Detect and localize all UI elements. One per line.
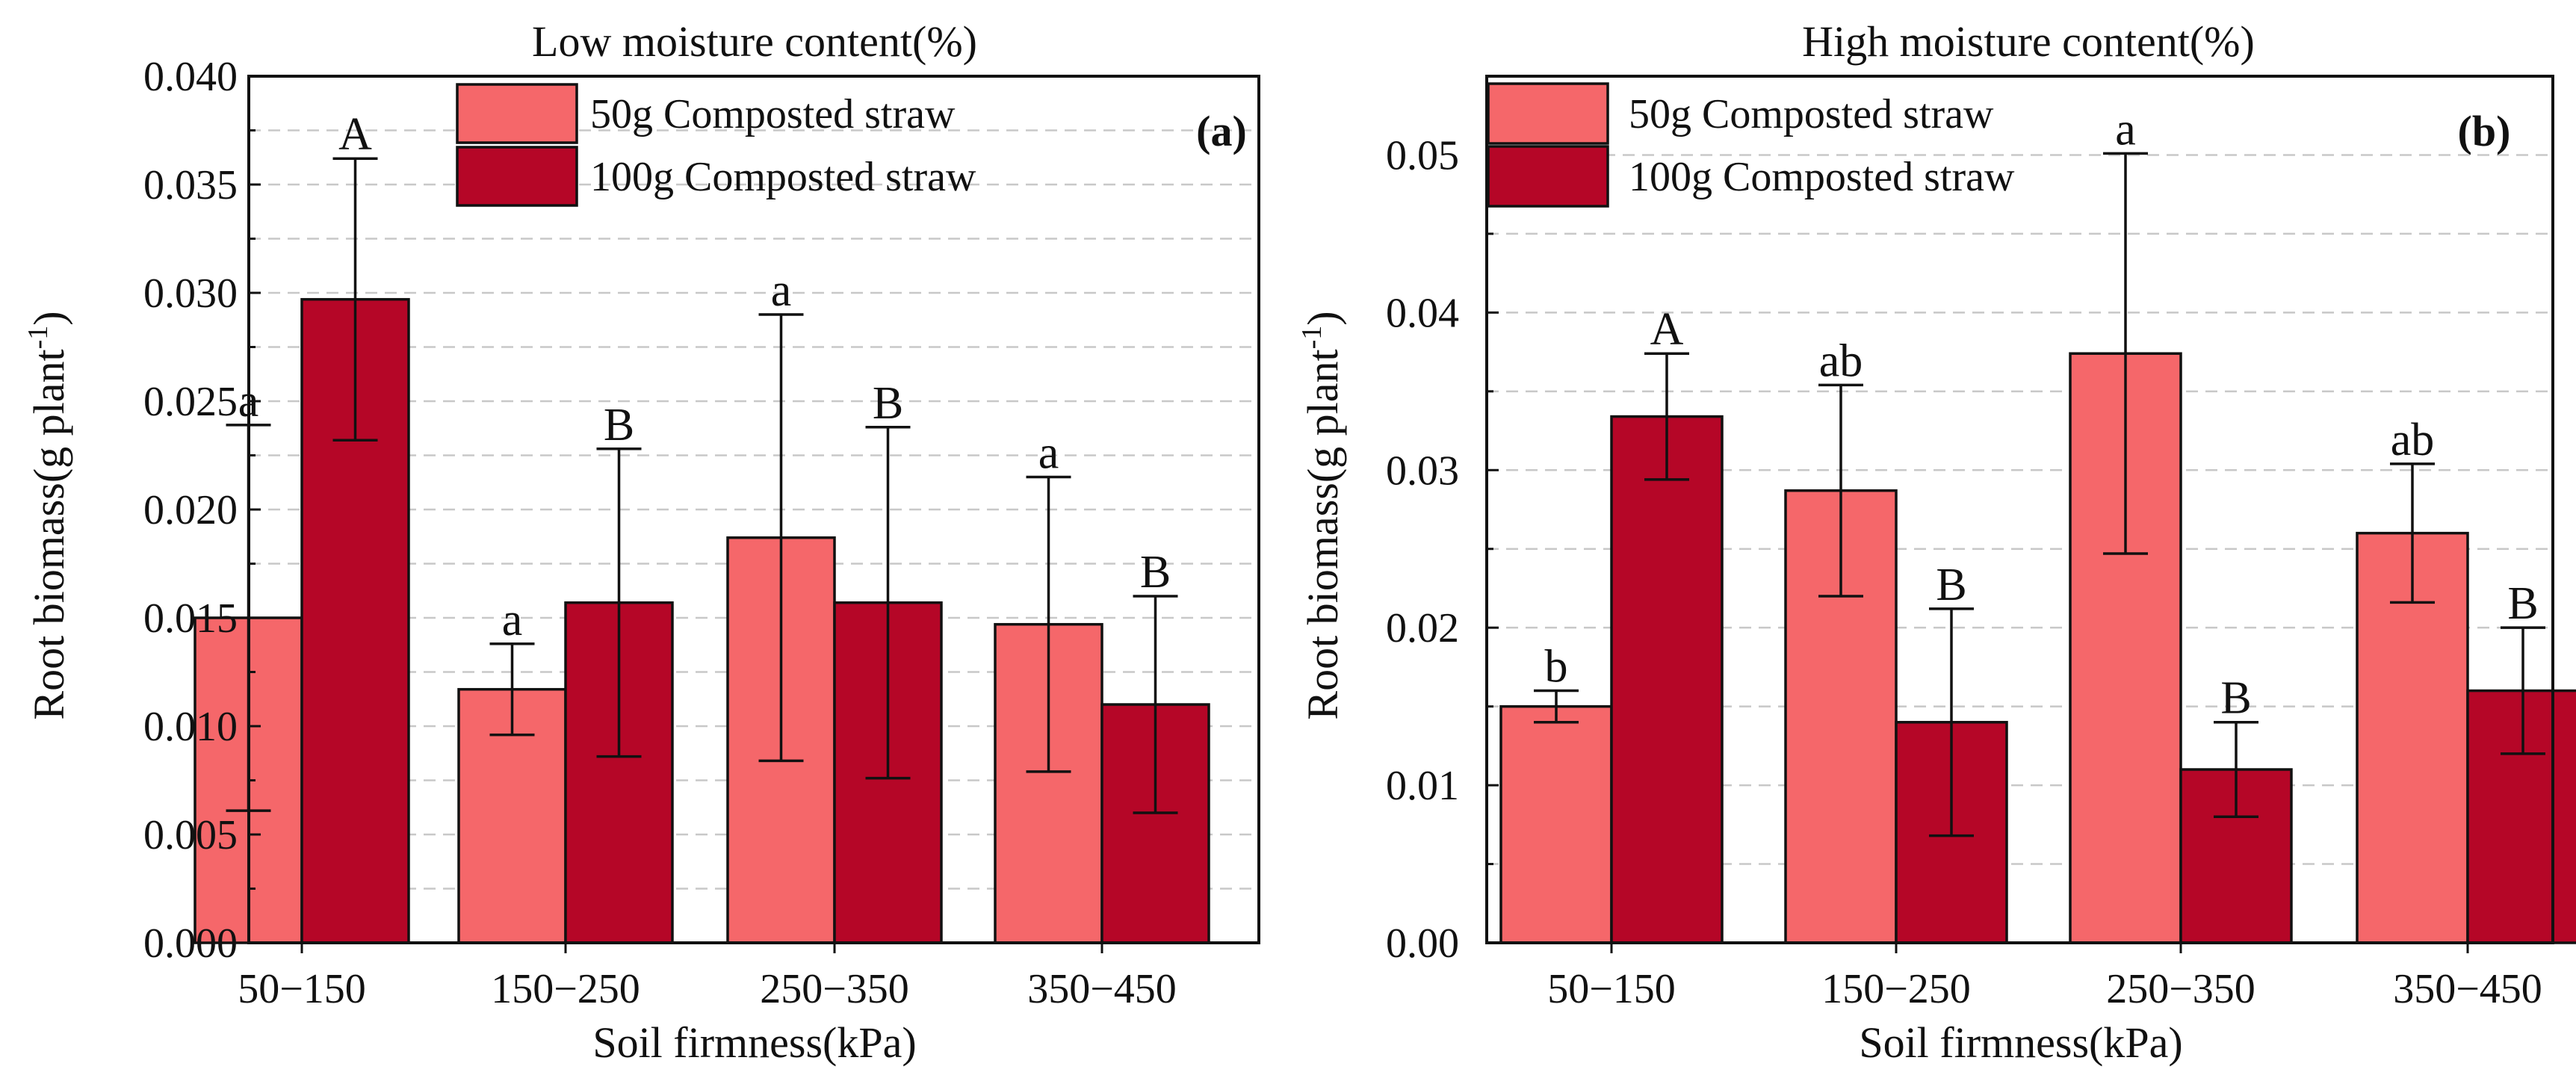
x-tick-label: 50−150 (238, 966, 366, 1012)
legend-label-50g: 50g Composted straw (1629, 91, 1994, 137)
x-tick-label: 150−250 (1821, 966, 1971, 1012)
y-tick-label: 0.005 (143, 812, 238, 858)
y-axis-label-main: Root biomass(g plant (25, 349, 73, 719)
panel-b-high-moisture: b ab a ab A B B B 0.00 0.01 0.02 0.03 0.04 0.05 50−150… (1296, 17, 2576, 1067)
y-tick-label: 0.05 (1386, 132, 1459, 179)
significance-letter: a (502, 595, 523, 645)
significance-letter: b (1545, 642, 1568, 693)
significance-letter: B (1140, 547, 1171, 598)
legend-label-100g: 100g Composted straw (590, 154, 976, 200)
y-tick-label: 0.025 (143, 379, 238, 425)
y-axis-label: Root biomass(g plant-1) (1296, 311, 1347, 719)
x-tick-label: 250−350 (2106, 966, 2255, 1012)
significance-letter: a (2115, 104, 2136, 155)
y-axis-label-close: ) (1298, 311, 1347, 325)
y-tick-label: 0.020 (143, 487, 238, 533)
x-tick-label: 350−450 (1027, 966, 1177, 1012)
y-tick-label: 0.00 (1386, 920, 1459, 967)
significance-letter: B (2220, 673, 2251, 724)
legend-swatch-50g (456, 83, 578, 144)
significance-letter: B (604, 400, 634, 450)
y-axis-label-superscript: -1 (1296, 326, 1328, 350)
significance-letter: B (873, 378, 903, 429)
y-axis-label-close: ) (25, 311, 73, 325)
y-axis-label-superscript: -1 (22, 326, 54, 350)
significance-letter: B (2507, 578, 2538, 629)
y-axis-label-main: Root biomass(g plant (1298, 349, 1347, 719)
significance-letter: B (1936, 560, 1966, 610)
significance-letter: a (1038, 428, 1059, 479)
bar-50g-50-150 (1499, 704, 1613, 944)
x-tick-label: 250−350 (760, 966, 909, 1012)
legend-swatch-50g (1487, 82, 1609, 145)
x-tick-label: 350−450 (2393, 966, 2542, 1012)
x-axis-label: Soil firmness(kPa) (592, 1018, 916, 1067)
x-axis-label: Soil firmness(kPa) (1859, 1018, 2182, 1067)
y-tick-label: 0.015 (143, 595, 238, 642)
y-tick-label: 0.035 (143, 162, 238, 208)
significance-letter: A (338, 109, 372, 160)
legend-swatch-100g (456, 146, 578, 207)
y-tick-label: 0.03 (1386, 448, 1459, 494)
x-tick-label: 50−150 (1547, 966, 1676, 1012)
significance-letter: ab (1819, 335, 1863, 386)
plot-frame (1485, 75, 2554, 944)
y-axis-label: Root biomass(g plant-1) (22, 311, 73, 719)
significance-letter: a (771, 265, 792, 316)
chart-title: Low moisture content(%) (532, 17, 977, 66)
y-tick-label: 0.000 (143, 920, 238, 967)
y-tick-label: 0.010 (143, 704, 238, 750)
bar-100g-50-150 (1610, 415, 1724, 944)
legend-label-50g: 50g Composted straw (590, 91, 956, 137)
chart-title: High moisture content(%) (1802, 17, 2255, 66)
legend-label-100g: 100g Composted straw (1629, 154, 2015, 200)
y-tick-label: 0.030 (143, 270, 238, 317)
legend-swatch-100g (1487, 145, 1609, 208)
significance-letter: ab (2391, 415, 2435, 465)
x-tick-label: 150−250 (491, 966, 640, 1012)
y-tick-label: 0.02 (1386, 605, 1459, 651)
panel-label: (a) (1196, 107, 1247, 155)
y-tick-label: 0.04 (1386, 290, 1459, 336)
panel-label: (b) (2458, 107, 2511, 155)
y-tick-label: 0.01 (1386, 763, 1459, 809)
significance-letter: A (1650, 304, 1684, 355)
y-tick-label: 0.040 (143, 54, 238, 100)
